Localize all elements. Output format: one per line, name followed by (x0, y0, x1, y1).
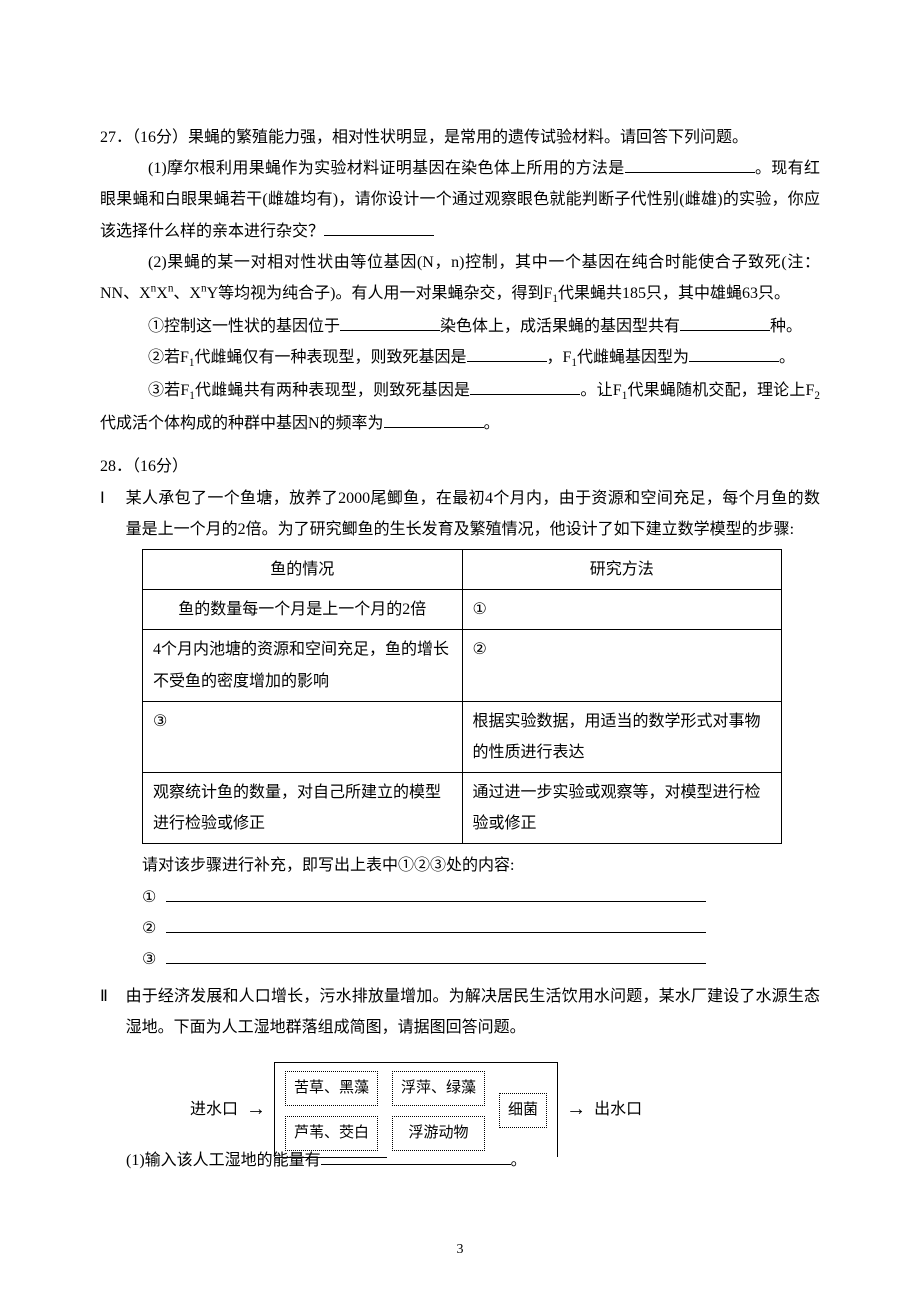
q27-number: 27 (100, 129, 116, 146)
arrow-icon: → (246, 1090, 266, 1129)
q27-s2e: 。 (779, 349, 795, 366)
q27-s3f: 。 (484, 415, 500, 432)
blank[interactable] (689, 345, 779, 362)
q27-s3b: 代雌蝇共有两种表现型，则致死基因是 (195, 382, 470, 399)
td: 4个月内池塘的资源和空间充足，鱼的增长不受鱼的密度增加的影响 (143, 630, 463, 701)
q27-sub2: ②若F1代雌蝇仅有一种表现型，则致死基因是，F1代雌蝇基因型为。 (100, 342, 820, 375)
q27-part2: (2)果蝇的某一对相对性状由等位基因(N，n)控制，其中一个基因在纯合时能使合子… (100, 247, 820, 311)
q27-p2d: Y等均视为纯合子)。有人用一对果蝇杂交，得到F (207, 285, 553, 302)
fill-label: ① (142, 882, 166, 913)
q27-p2b: X (156, 285, 168, 302)
q28-header: 28．（16分） (100, 451, 820, 482)
q27-sub1: ①控制这一性状的基因位于 染色体上，成活果蝇的基因型共有 种。 (100, 311, 820, 342)
table-row: 4个月内池塘的资源和空间充足，鱼的增长不受鱼的密度增加的影响 ② (143, 630, 782, 701)
sub-2: 2 (814, 390, 820, 402)
td: 观察统计鱼的数量，对自己所建立的模型进行检验或修正 (143, 773, 463, 844)
node: 苦草、黑藻 (285, 1071, 378, 1106)
q27-s1a: ①控制这一性状的基因位于 (148, 318, 340, 335)
th-left: 鱼的情况 (143, 549, 463, 589)
blank[interactable] (166, 916, 706, 933)
q27-intro: 27．（16分）果蝇的繁殖能力强，相对性状明显，是常用的遗传试验材料。请回答下列… (100, 122, 820, 153)
q27-p2e: 代果蝇共185只，其中雄蝇63只。 (558, 285, 790, 302)
th-right: 研究方法 (462, 549, 782, 589)
q28-I-body: 某人承包了一个鱼塘，放养了2000尾鲫鱼，在最初4个月内，由于资源和空间充足，每… (126, 483, 820, 545)
diagram-box: 苦草、黑藻 芦苇、茭白 浮萍、绿藻 浮游动物 细菌 (274, 1062, 558, 1158)
q28-I: Ⅰ 某人承包了一个鱼塘，放养了2000尾鲫鱼，在最初4个月内，由于资源和空间充足… (100, 483, 820, 545)
q27-s2a: ②若F (148, 349, 189, 366)
blank[interactable] (467, 345, 547, 362)
fill-line-2: ② (142, 913, 820, 944)
table-row: 鱼的情况 研究方法 (143, 549, 782, 589)
fill-label: ② (142, 913, 166, 944)
td: 根据实验数据，用适当的数学形式对事物的性质进行表达 (462, 701, 782, 772)
q28-II: Ⅱ 由于经济发展和人口增长，污水排放量增加。为解决居民生活饮用水问题，某水厂建设… (100, 981, 820, 1043)
page-number: 3 (100, 1236, 820, 1263)
q27-s3e: 代成活个体构成的种群中基因N的频率为 (100, 415, 384, 432)
fill-line-1: ① (142, 882, 820, 913)
q27-s3d: 代果蝇随机交配，理论上F (627, 382, 814, 399)
table-row: 观察统计鱼的数量，对自己所建立的模型进行检验或修正 通过进一步实验或观察等，对模… (143, 773, 782, 844)
q28-II-body: 由于经济发展和人口增长，污水排放量增加。为解决居民生活饮用水问题，某水厂建设了水… (126, 981, 820, 1043)
blank[interactable] (625, 156, 755, 173)
q27-s2c: ，F (547, 349, 572, 366)
q27-s3a: ③若F (148, 382, 189, 399)
roman-I-label: Ⅰ (100, 483, 126, 514)
q27-p2c: 、X (173, 285, 201, 302)
q27-s2b: 代雌蝇仅有一种表现型，则致死基因是 (195, 349, 467, 366)
diagram-col-2: 浮萍、绿藻 浮游动物 (392, 1071, 485, 1152)
table-row: ③ 根据实验数据，用适当的数学形式对事物的性质进行表达 (143, 701, 782, 772)
q27-points: （16分） (132, 129, 188, 146)
fill-label: ③ (142, 944, 166, 975)
fill-line-3: ③ (142, 944, 820, 975)
diagram-col-3: 细菌 (499, 1093, 547, 1128)
q27-s1c: 种。 (770, 318, 802, 335)
blank[interactable] (680, 314, 770, 331)
q28-I-text2: 请对该步骤进行补充，即写出上表中①②③处的内容: (142, 850, 820, 881)
node: 浮萍、绿藻 (392, 1071, 485, 1106)
blank[interactable] (470, 378, 580, 395)
td: 鱼的数量每一个月是上一个月的2倍 (143, 590, 463, 630)
roman-II-label: Ⅱ (100, 981, 126, 1012)
question-27: 27．（16分）果蝇的繁殖能力强，相对性状明显，是常用的遗传试验材料。请回答下列… (100, 122, 820, 439)
q27-sub3: ③若F1代雌蝇共有两种表现型，则致死基因是。让F1代果蝇随机交配，理论上F2代成… (100, 375, 820, 439)
blank[interactable] (324, 219, 434, 236)
q27-intro-text: 果蝇的繁殖能力强，相对性状明显，是常用的遗传试验材料。请回答下列问题。 (188, 129, 748, 146)
inlet-label: 进水口 (190, 1094, 238, 1125)
blank[interactable] (166, 947, 706, 964)
wetland-diagram: 进水口 → 苦草、黑藻 芦苇、茭白 浮萍、绿藻 浮游动物 细菌 → 出水口 (190, 1062, 750, 1158)
q27-s2d: 代雌蝇基因型为 (577, 349, 689, 366)
blank[interactable] (384, 411, 484, 428)
td: 通过进一步实验或观察等，对模型进行检验或修正 (462, 773, 782, 844)
q28-number: 28 (100, 458, 116, 475)
q27-s3c: 。让F (580, 382, 621, 399)
arrow-icon: → (566, 1090, 586, 1129)
node: 芦苇、茭白 (285, 1116, 378, 1151)
td[interactable]: ③ (143, 701, 463, 772)
outlet-label: 出水口 (594, 1094, 642, 1125)
q27-p1a: (1)摩尔根利用果蝇作为实验材料证明基因在染色体上所用的方法是 (148, 160, 625, 177)
td[interactable]: ② (462, 630, 782, 701)
blank[interactable] (166, 885, 706, 902)
node: 细菌 (499, 1093, 547, 1128)
table-row: 鱼的数量每一个月是上一个月的2倍 ① (143, 590, 782, 630)
td[interactable]: ① (462, 590, 782, 630)
q28-table: 鱼的情况 研究方法 鱼的数量每一个月是上一个月的2倍 ① 4个月内池塘的资源和空… (142, 549, 782, 845)
q27-s1b: 染色体上，成活果蝇的基因型共有 (440, 318, 680, 335)
blank[interactable] (340, 314, 440, 331)
question-28: 28．（16分） Ⅰ 某人承包了一个鱼塘，放养了2000尾鲫鱼，在最初4个月内，… (100, 451, 820, 1176)
q27-part1: (1)摩尔根利用果蝇作为实验材料证明基因在染色体上所用的方法是。现有红眼果蝇和白… (100, 153, 820, 247)
q28-points: （16分） (132, 458, 188, 475)
diagram-col-1: 苦草、黑藻 芦苇、茭白 (285, 1071, 378, 1152)
node: 浮游动物 (392, 1116, 485, 1151)
